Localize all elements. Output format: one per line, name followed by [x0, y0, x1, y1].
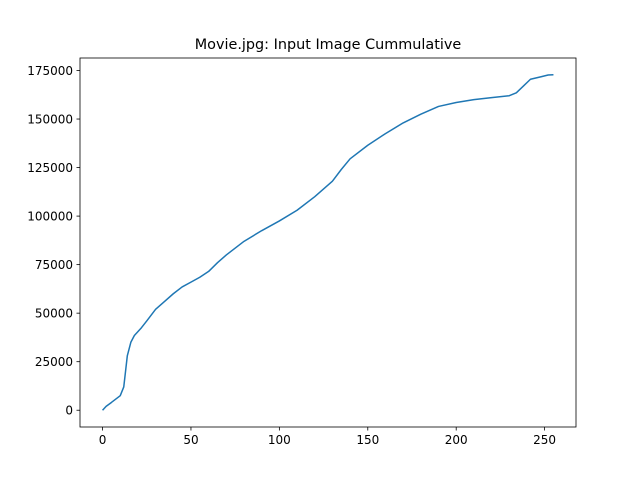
x-tick-label: 50	[183, 433, 198, 447]
y-tick-label: 0	[65, 404, 73, 418]
y-tick-label: 25000	[35, 355, 73, 369]
y-tick-label: 75000	[35, 258, 73, 272]
x-tick-label: 250	[533, 433, 556, 447]
y-tick-label: 125000	[27, 161, 73, 175]
chart-title: Movie.jpg: Input Image Cummulative	[195, 37, 462, 53]
y-tick-label: 175000	[27, 64, 73, 78]
y-tick-label: 100000	[27, 210, 73, 224]
x-tick-label: 0	[99, 433, 107, 447]
x-tick-label: 100	[268, 433, 291, 447]
plot-frame	[79, 57, 577, 428]
line	[101, 74, 554, 411]
y-tick-label: 150000	[27, 113, 73, 127]
x-tick-label: 200	[445, 433, 468, 447]
x-tick-label: 150	[356, 433, 379, 447]
y-tick-label: 50000	[35, 307, 73, 321]
